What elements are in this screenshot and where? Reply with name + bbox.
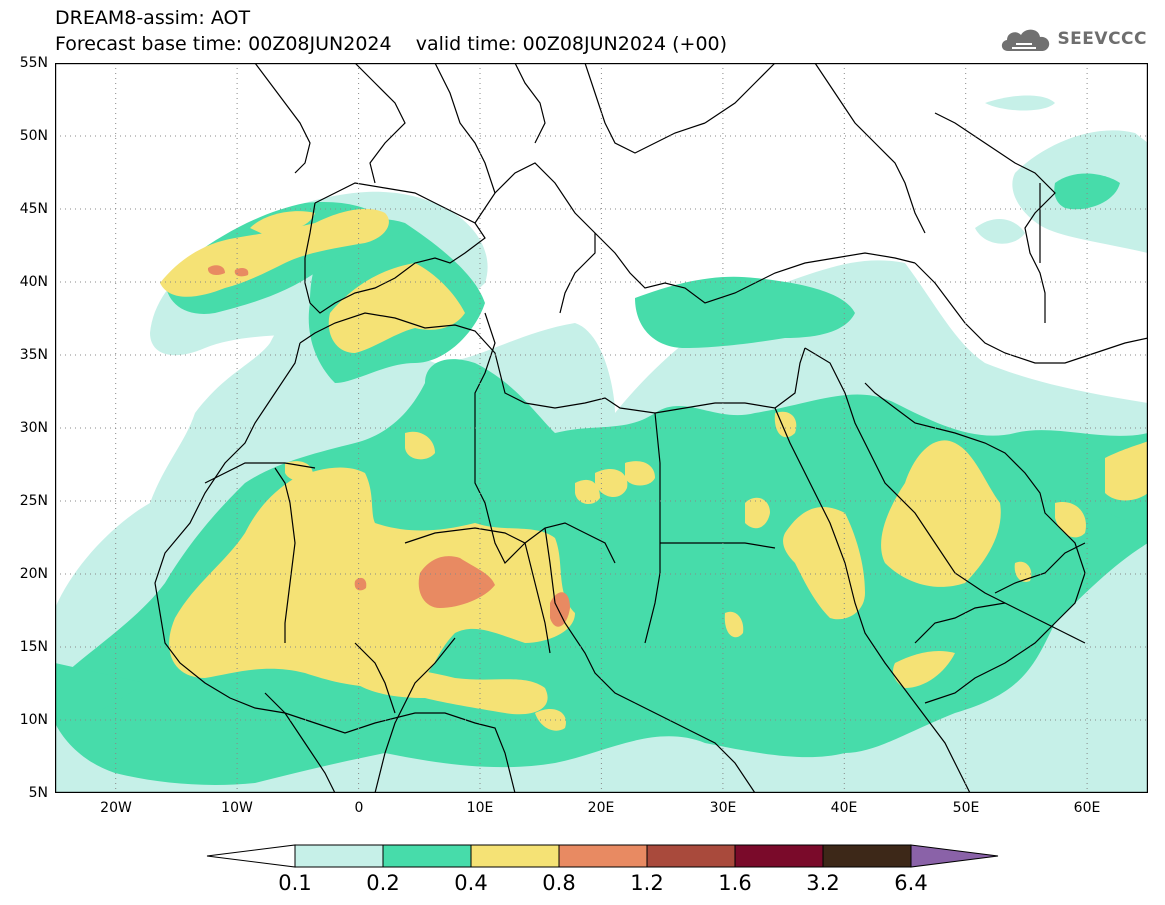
colorbar-label: 6.4: [894, 871, 928, 895]
colorbar-label: 0.8: [542, 871, 576, 895]
colorbar-label: 1.2: [630, 871, 664, 895]
coastlines-borders: [154, 63, 1148, 793]
lat-label: 55N: [19, 55, 48, 71]
map-title: DREAM8-assim: AOT: [55, 7, 251, 29]
aot-map: [55, 63, 1148, 793]
lat-label: 25N: [19, 493, 48, 509]
colorbar-label: 1.6: [718, 871, 752, 895]
lat-label: 5N: [28, 785, 48, 801]
colorbar-bin: [910, 844, 999, 868]
lat-label: 15N: [19, 639, 48, 655]
colorbar-label: 0.4: [454, 871, 488, 895]
colorbar-bin: [206, 844, 296, 868]
colorbar-label: 0.1: [278, 871, 312, 895]
aot-contour-0.8: [207, 265, 570, 627]
forecast-time-line: Forecast base time: 00Z08JUN2024 valid t…: [55, 33, 728, 55]
cloud-icon: [1002, 29, 1050, 51]
lat-label: 35N: [19, 347, 48, 363]
lat-label: 20N: [19, 566, 48, 582]
colorbar-bin: [646, 844, 736, 868]
map-frame: [55, 63, 1148, 793]
colorbar-label: 3.2: [806, 871, 840, 895]
lat-label: 40N: [19, 274, 48, 290]
colorbar-bin: [734, 844, 824, 868]
graticule: [55, 63, 1148, 793]
colorbar-bin: [294, 844, 384, 868]
lon-label: 10W: [221, 800, 253, 816]
colorbar-bin: [558, 844, 648, 868]
lon-label: 50E: [952, 800, 980, 816]
lon-label: 10E: [466, 800, 494, 816]
lat-label: 30N: [19, 420, 48, 436]
lat-label: 50N: [19, 128, 48, 144]
lon-label: 20W: [100, 800, 132, 816]
lat-label: 10N: [19, 712, 48, 728]
colorbar-bin: [822, 844, 912, 868]
lat-label: 45N: [19, 201, 48, 217]
lon-label: 30E: [709, 800, 737, 816]
colorbar-bin: [382, 844, 472, 868]
colorbar: [206, 844, 999, 868]
lon-label: 0: [354, 800, 364, 816]
lon-label: 20E: [587, 800, 615, 816]
colorbar-label: 0.2: [366, 871, 400, 895]
aot-contour-0.4: [160, 208, 1148, 731]
lon-label: 60E: [1073, 800, 1101, 816]
seevccc-logo: SEEVCCC: [998, 24, 1147, 54]
logo-text: SEEVCCC: [1057, 29, 1147, 49]
colorbar-bin: [470, 844, 560, 868]
lon-label: 40E: [830, 800, 858, 816]
